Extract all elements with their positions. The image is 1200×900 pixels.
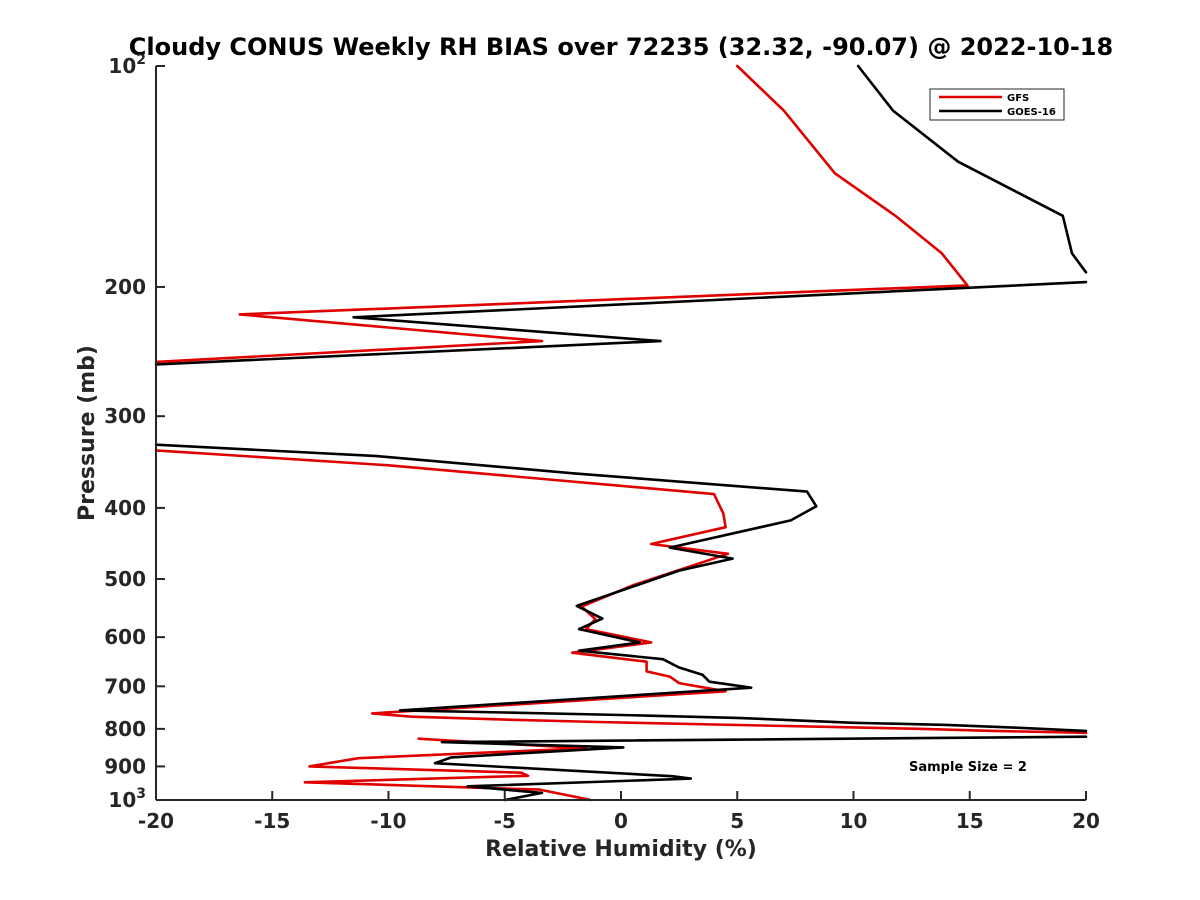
series-line-gfs bbox=[154, 449, 1088, 735]
y-tick-label: 900 bbox=[104, 754, 146, 778]
x-tick-label: 5 bbox=[730, 809, 744, 833]
x-tick-label: 10 bbox=[840, 809, 868, 833]
y-tick-label-power: 102 bbox=[108, 52, 146, 78]
x-tick-label: 20 bbox=[1072, 809, 1100, 833]
chart-title: Cloudy CONUS Weekly RH BIAS over 72235 (… bbox=[129, 33, 1113, 61]
x-ticks: -20 -15 -10 -5 0 5 10 15 20 bbox=[138, 791, 1100, 833]
sample-size-annotation: Sample Size = 2 bbox=[909, 760, 1027, 775]
series-line-goes16 bbox=[154, 280, 1088, 366]
x-tick-label: 0 bbox=[614, 809, 628, 833]
legend: GFS GOES-16 bbox=[929, 88, 1065, 121]
x-axis-label: Relative Humidity (%) bbox=[485, 837, 757, 862]
y-tick-label: 600 bbox=[104, 625, 146, 649]
y-tick-base: 10 bbox=[108, 54, 136, 78]
series-line-goes16 bbox=[856, 64, 1088, 274]
y-tick-label: 400 bbox=[104, 496, 146, 520]
x-tick-label: -20 bbox=[138, 809, 174, 833]
y-tick-exponent: 2 bbox=[136, 52, 146, 68]
y-axis-label: Pressure (mb) bbox=[75, 345, 100, 521]
series-line-goes16 bbox=[433, 735, 1088, 802]
y-tick-label-power: 103 bbox=[108, 786, 146, 812]
y-tick-label: 200 bbox=[104, 275, 146, 299]
y-tick-label: 500 bbox=[104, 567, 146, 591]
plot-area: -20 -15 -10 -5 0 5 10 15 20 10220030040050060070… bbox=[104, 52, 1100, 833]
x-tick-label: -15 bbox=[254, 809, 290, 833]
series-line-goes16 bbox=[154, 443, 1088, 733]
legend-label-goes16: GOES-16 bbox=[1007, 107, 1056, 118]
x-tick-label: -10 bbox=[370, 809, 406, 833]
legend-label-gfs: GFS bbox=[1007, 93, 1029, 104]
legend-box bbox=[929, 88, 1065, 121]
y-tick-label: 300 bbox=[104, 404, 146, 428]
series-layer bbox=[154, 64, 1088, 802]
series-line-gfs bbox=[735, 64, 969, 287]
y-tick-label: 700 bbox=[104, 674, 146, 698]
x-tick-label: -5 bbox=[494, 809, 516, 833]
y-tick-base: 10 bbox=[108, 788, 136, 812]
y-tick-label: 800 bbox=[104, 717, 146, 741]
y-tick-exponent: 3 bbox=[136, 786, 146, 802]
series-line-gfs bbox=[154, 284, 969, 364]
axes-background bbox=[156, 66, 1086, 800]
x-tick-label: 15 bbox=[956, 809, 984, 833]
